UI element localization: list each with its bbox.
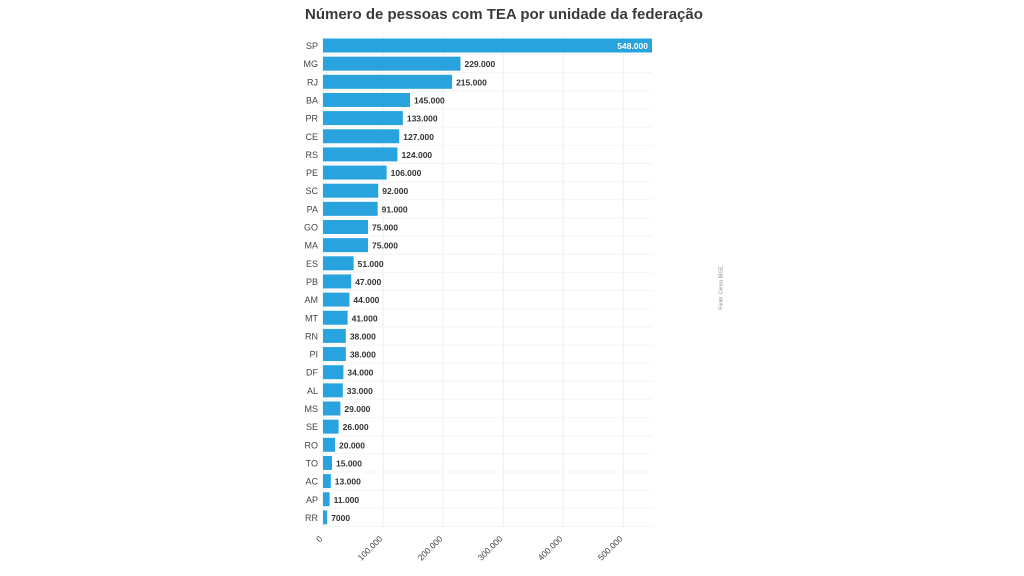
category-label: DF (306, 368, 318, 378)
bar (323, 474, 331, 489)
bar (323, 365, 344, 380)
value-label: 33.000 (347, 386, 373, 396)
value-label: 133.000 (407, 114, 438, 124)
value-label: 26.000 (343, 422, 369, 432)
bar (323, 201, 378, 216)
bar (323, 437, 336, 452)
bar (323, 492, 330, 507)
category-label: MA (305, 241, 319, 251)
value-label: 127.000 (403, 132, 434, 142)
bar (323, 56, 461, 71)
value-label: 106.000 (391, 168, 422, 178)
bar (323, 165, 387, 180)
category-label: SE (306, 422, 318, 432)
category-label: PI (309, 350, 318, 360)
bar (323, 328, 346, 343)
value-label: 91.000 (382, 204, 408, 214)
value-label: 51.000 (358, 259, 384, 269)
value-label: 34.000 (347, 368, 373, 378)
value-label: 13.000 (335, 477, 361, 487)
value-label: 229.000 (464, 59, 495, 69)
value-label: 75.000 (372, 223, 398, 233)
value-label: 44.000 (353, 295, 379, 305)
bar (323, 92, 411, 107)
category-label: AP (306, 495, 318, 505)
value-label: 92.000 (382, 186, 408, 196)
bar (323, 74, 453, 89)
x-tick-label: 200.000 (416, 534, 445, 563)
value-label: 11.000 (334, 495, 360, 505)
value-label: 38.000 (350, 331, 376, 341)
x-tick-label: 0 (314, 534, 325, 545)
category-label: ES (306, 259, 318, 269)
value-label: 548.000 (617, 41, 648, 51)
x-tick-label: 500.000 (596, 534, 625, 563)
value-label: 41.000 (352, 313, 378, 323)
category-label: AC (305, 477, 318, 487)
bar (323, 419, 339, 434)
chart-title: Número de pessoas com TEA por unidade da… (305, 6, 703, 23)
bar (323, 129, 400, 144)
category-label: PB (306, 277, 318, 287)
x-tick-label: 100.000 (356, 534, 385, 563)
bar (323, 183, 379, 198)
value-label: 38.000 (350, 350, 376, 360)
bar (323, 111, 403, 126)
category-label: PA (307, 204, 318, 214)
value-label: 47.000 (355, 277, 381, 287)
bar (323, 347, 346, 362)
value-label: 215.000 (456, 77, 487, 87)
category-label: TO (306, 458, 318, 468)
category-label: SC (305, 186, 318, 196)
value-label: 29.000 (344, 404, 370, 414)
value-label: 7000 (331, 513, 350, 523)
category-label: BA (306, 95, 318, 105)
value-label: 124.000 (401, 150, 432, 160)
x-tick-label: 300.000 (476, 534, 505, 563)
category-label: PR (305, 114, 318, 124)
bar (323, 310, 348, 325)
category-label: CE (305, 132, 318, 142)
bar (323, 238, 369, 253)
category-label: MG (304, 59, 319, 69)
category-label: RN (305, 331, 318, 341)
category-label: RO (305, 440, 319, 450)
value-label: 15.000 (336, 458, 362, 468)
category-label: RJ (307, 77, 318, 87)
category-label: AM (305, 295, 319, 305)
bar (323, 510, 328, 525)
bar (323, 383, 343, 398)
value-label: 20.000 (339, 440, 365, 450)
category-label: RS (305, 150, 318, 160)
bar (323, 455, 333, 470)
category-label: RR (305, 513, 318, 523)
bar (323, 38, 652, 53)
category-label: GO (304, 223, 318, 233)
value-label: 145.000 (414, 95, 445, 105)
category-label: PE (306, 168, 318, 178)
category-label: SP (306, 41, 318, 51)
bar (323, 274, 352, 289)
x-tick-label: 400.000 (536, 534, 565, 563)
bar (323, 220, 369, 234)
category-label: MT (305, 313, 318, 323)
bar (323, 147, 398, 162)
value-label: 75.000 (372, 241, 398, 251)
category-label: AL (307, 386, 318, 396)
bar (323, 256, 354, 271)
category-label: MS (305, 404, 319, 414)
bar (323, 401, 341, 416)
source-note: Fonte: Censo IBGE (718, 266, 725, 310)
bar (323, 292, 350, 307)
